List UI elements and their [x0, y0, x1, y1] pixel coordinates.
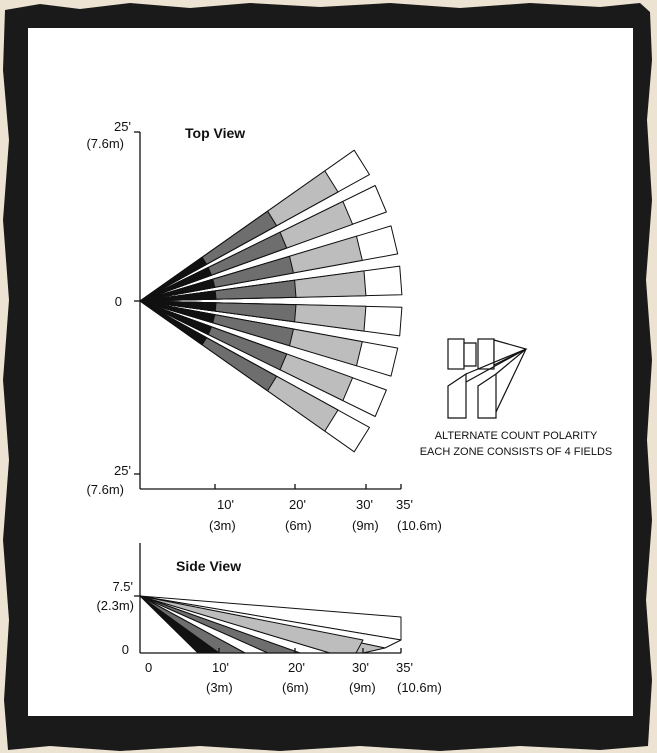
top-y-label-top-ft: 25'	[114, 119, 131, 134]
top-view-fields	[139, 149, 403, 453]
side-x-label-35-ft: 35'	[396, 660, 413, 675]
legend-line-1: ALTERNATE COUNT POLARITY	[435, 430, 598, 442]
top-x-label-30-ft: 30'	[356, 497, 373, 512]
legend-line-2: EACH ZONE CONSISTS OF 4 FIELDS	[420, 446, 613, 458]
side-x-label-0: 0	[145, 660, 152, 675]
side-x-label-10-m: (3m)	[206, 680, 233, 695]
side-x-label-30-m: (9m)	[349, 680, 376, 695]
top-x-label-35-m: (10.6m)	[397, 518, 442, 533]
top-x-label-35-ft: 35'	[396, 497, 413, 512]
top-zone-5-field-1	[139, 300, 217, 312]
top-zone-4-field-1	[139, 290, 217, 302]
top-view-title: Top View	[185, 125, 245, 141]
top-x-label-30-m: (9m)	[352, 518, 379, 533]
top-x-label-10-m: (3m)	[209, 518, 236, 533]
side-x-label-20-m: (6m)	[282, 680, 309, 695]
top-x-label-20-ft: 20'	[289, 497, 306, 512]
top-zone-7-field-1	[139, 300, 212, 335]
top-y-label-bottom-ft: 25'	[114, 463, 131, 478]
side-y-label-bottom: 0	[122, 642, 129, 657]
top-x-label-20-m: (6m)	[285, 518, 312, 533]
side-x-label-20-ft: 20'	[288, 660, 305, 675]
top-zone-2-field-1	[139, 267, 212, 302]
top-zone-3-field-1	[139, 278, 216, 302]
side-x-label-35-m: (10.6m)	[397, 680, 442, 695]
top-y-label-top-m: (7.6m)	[86, 136, 124, 151]
side-view-fields	[139, 595, 402, 654]
top-x-label-10-ft: 10'	[217, 497, 234, 512]
top-zone-6-field-1	[139, 300, 216, 324]
top-zone-8-field-1	[139, 300, 208, 346]
side-x-label-10-ft: 10'	[212, 660, 229, 675]
side-y-label-top-m: (2.3m)	[96, 598, 134, 613]
top-y-label-bottom-m: (7.6m)	[86, 482, 124, 497]
sensor-icon	[447, 338, 528, 419]
top-y-label-middle: 0	[115, 294, 122, 309]
top-zone-1-field-1	[139, 256, 208, 302]
side-y-label-top-ft: 7.5'	[112, 579, 133, 594]
side-x-label-30-ft: 30'	[352, 660, 369, 675]
side-view-title: Side View	[176, 558, 241, 574]
